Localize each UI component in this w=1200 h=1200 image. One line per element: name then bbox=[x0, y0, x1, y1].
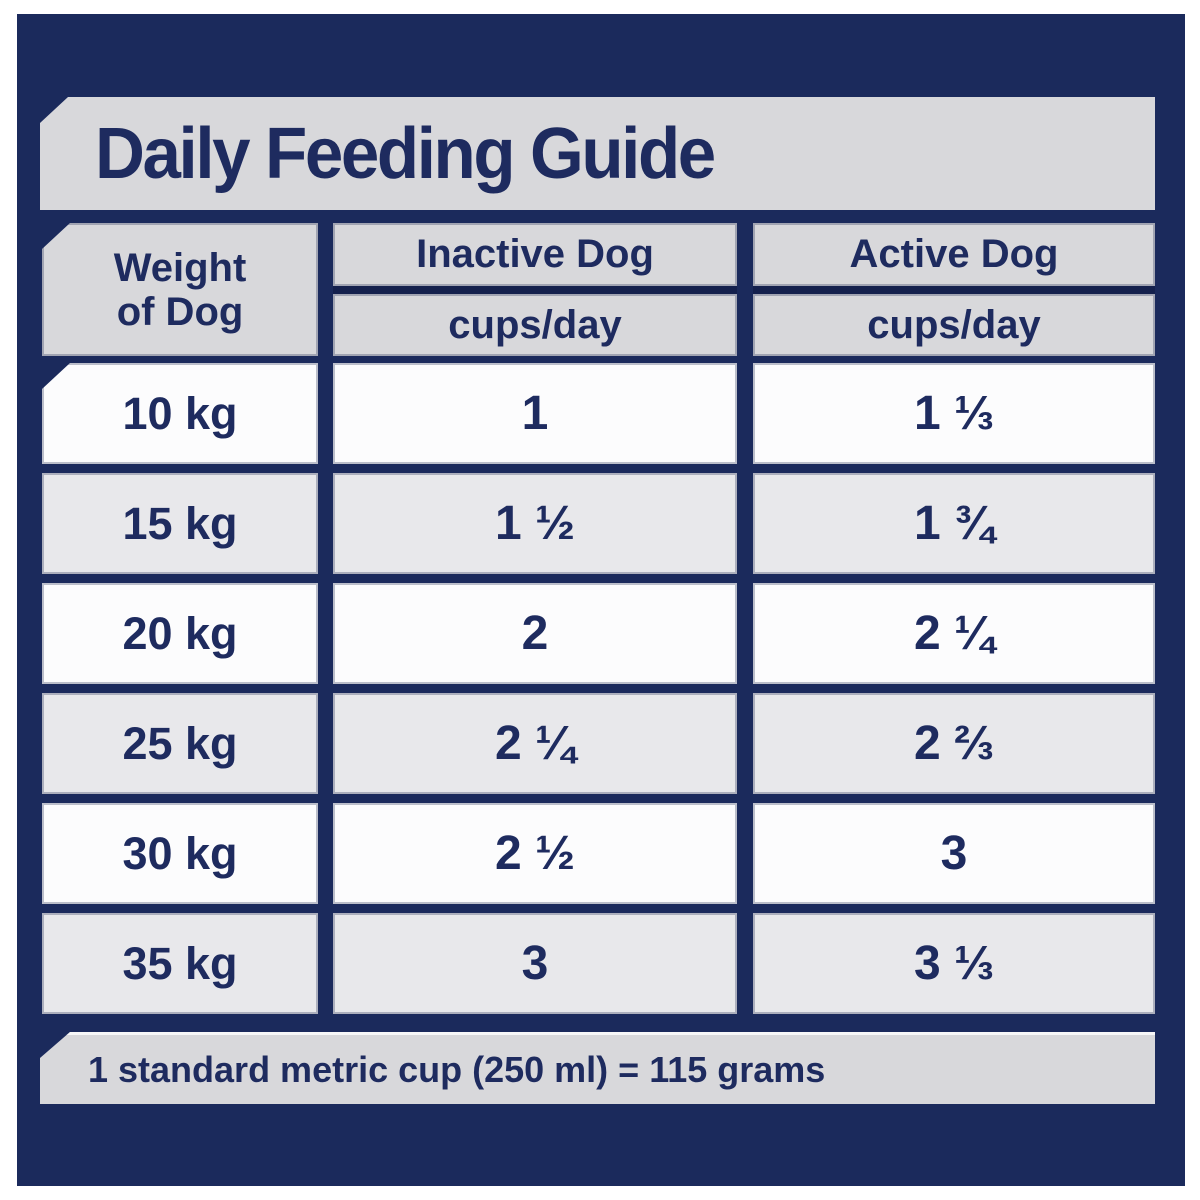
active-cups-per-day-label: cups/day bbox=[753, 294, 1155, 356]
active-value-cell: 2 ¼ bbox=[753, 583, 1155, 684]
cup-conversion-note: 1 standard metric cup (250 ml) = 115 gra… bbox=[88, 1048, 826, 1090]
inactive-value-cell: 3 bbox=[333, 913, 737, 1014]
weight-cell: 20 kg bbox=[42, 583, 318, 684]
header-inactive-dog: Inactive Dog cups/day bbox=[333, 223, 737, 356]
footnote-banner: 1 standard metric cup (250 ml) = 115 gra… bbox=[40, 1032, 1155, 1104]
header-weight-of-dog: Weight of Dog bbox=[42, 223, 318, 356]
table-row: 25 kg 2 ¼ 2 ⅔ bbox=[17, 693, 1185, 794]
active-value-cell: 3 ⅓ bbox=[753, 913, 1155, 1014]
inactive-value-cell: 2 bbox=[333, 583, 737, 684]
header-divider bbox=[753, 286, 1155, 294]
weight-cell: 35 kg bbox=[42, 913, 318, 1014]
page-title: Daily Feeding Guide bbox=[95, 113, 716, 194]
inactive-value-cell: 1 bbox=[333, 363, 737, 464]
table-row: 10 kg 1 1 ⅓ bbox=[17, 363, 1185, 464]
title-banner: Daily Feeding Guide bbox=[40, 97, 1155, 210]
table-row: 30 kg 2 ½ 3 bbox=[17, 803, 1185, 904]
weight-cell: 25 kg bbox=[42, 693, 318, 794]
feeding-guide-panel: Daily Feeding Guide Weight of Dog Inacti… bbox=[17, 14, 1185, 1186]
table-row: 35 kg 3 3 ⅓ bbox=[17, 913, 1185, 1014]
active-value-cell: 1 ¾ bbox=[753, 473, 1155, 574]
header-divider bbox=[333, 286, 737, 294]
weight-header-line2: of Dog bbox=[116, 289, 244, 334]
inactive-value-cell: 2 ½ bbox=[333, 803, 737, 904]
weight-cell: 30 kg bbox=[42, 803, 318, 904]
table-row: 20 kg 2 2 ¼ bbox=[17, 583, 1185, 684]
weight-cell: 15 kg bbox=[42, 473, 318, 574]
header-active-dog: Active Dog cups/day bbox=[753, 223, 1155, 356]
active-value-cell: 3 bbox=[753, 803, 1155, 904]
inactive-value-cell: 2 ¼ bbox=[333, 693, 737, 794]
inactive-dog-label: Inactive Dog bbox=[333, 223, 737, 286]
weight-header-line1: Weight bbox=[113, 245, 247, 290]
inactive-cups-per-day-label: cups/day bbox=[333, 294, 737, 356]
active-value-cell: 1 ⅓ bbox=[753, 363, 1155, 464]
weight-cell: 10 kg bbox=[42, 363, 318, 464]
table-row: 15 kg 1 ½ 1 ¾ bbox=[17, 473, 1185, 574]
active-value-cell: 2 ⅔ bbox=[753, 693, 1155, 794]
inactive-value-cell: 1 ½ bbox=[333, 473, 737, 574]
active-dog-label: Active Dog bbox=[753, 223, 1155, 286]
table-header: Weight of Dog Inactive Dog cups/day Acti… bbox=[17, 223, 1185, 356]
